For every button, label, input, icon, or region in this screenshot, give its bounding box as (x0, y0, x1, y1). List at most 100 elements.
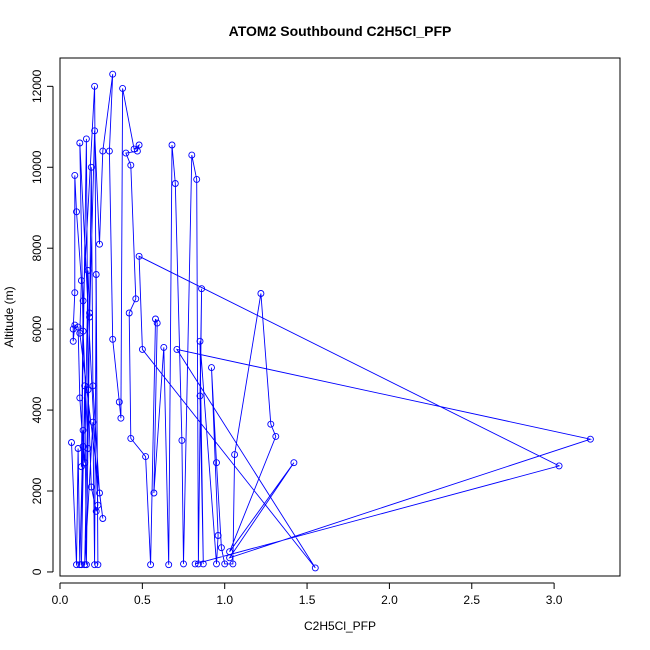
data-point (92, 507, 100, 515)
data-point (229, 560, 237, 568)
x-tick-label: 2.0 (381, 593, 398, 607)
data-point (180, 560, 187, 568)
data-point (76, 394, 84, 402)
data-point (76, 329, 84, 337)
data-point (194, 560, 202, 568)
data-point (125, 309, 133, 317)
data-point (82, 135, 90, 143)
data-point (74, 323, 82, 331)
y-axis-label: Altitude (m) (2, 286, 16, 347)
data-point (188, 151, 196, 159)
data-point (132, 295, 140, 303)
x-axis: 0.0 0.5 1.0 1.5 2.0 2.5 3.0 (52, 582, 563, 607)
y-tick-label: 8000 (30, 235, 44, 262)
data-point (73, 561, 80, 569)
data-point (178, 436, 186, 444)
data-point (94, 501, 102, 509)
data-point (86, 309, 94, 317)
data-point (198, 285, 206, 293)
data-point (257, 290, 265, 297)
data-point (142, 453, 150, 461)
data-point (77, 561, 85, 569)
data-point (165, 561, 173, 569)
data-point (99, 147, 107, 155)
data-point (311, 564, 319, 572)
y-tick-label: 6000 (30, 315, 44, 342)
data-point (127, 434, 135, 442)
data-point (193, 175, 201, 183)
chart-title: ATOM2 Southbound C2H5Cl_PFP (229, 23, 452, 39)
x-tick-label: 3.0 (546, 593, 563, 607)
y-tick-label: 4000 (30, 396, 44, 423)
data-point (217, 544, 225, 552)
data-point (84, 386, 92, 394)
data-point (213, 560, 220, 568)
data-point (122, 149, 130, 157)
data-point (272, 432, 280, 440)
data-point (92, 271, 100, 278)
data-point (109, 70, 117, 78)
y-tick-label: 0 (30, 568, 44, 575)
data-point (117, 414, 125, 422)
data-point (91, 127, 99, 135)
data-point (96, 240, 103, 248)
data-point (153, 319, 161, 327)
data-point (76, 139, 84, 147)
data-point (89, 382, 97, 390)
data-point (168, 141, 176, 149)
data-point (87, 483, 95, 491)
data-point (196, 337, 204, 345)
data-point (127, 161, 135, 169)
data-point (152, 315, 159, 323)
data-point (84, 267, 92, 274)
data-point (135, 141, 143, 149)
data-point (81, 459, 89, 467)
data-point (69, 337, 77, 345)
x-axis-label: C2H5Cl_PFP (304, 619, 376, 633)
x-tick-label: 0.0 (52, 593, 69, 607)
data-point (91, 561, 99, 569)
data-point (267, 420, 275, 428)
data-point (79, 443, 87, 450)
data-point (105, 147, 113, 155)
data-point (171, 180, 179, 187)
data-point (86, 313, 94, 321)
data-point (191, 560, 199, 568)
data-point (221, 560, 229, 568)
y-axis: 0 2000 4000 6000 8000 10000 12000 (30, 69, 54, 575)
data-point (160, 343, 168, 351)
data-point (208, 364, 215, 372)
data-point (96, 489, 103, 497)
data-point (231, 451, 239, 459)
data-point (94, 561, 102, 569)
y-tick-label: 2000 (30, 477, 44, 504)
data-point (71, 289, 79, 297)
data-point (115, 398, 123, 406)
data-point (71, 171, 79, 179)
data-point (79, 297, 87, 305)
y-tick-label: 12000 (30, 69, 44, 103)
x-tick-label: 2.5 (463, 593, 480, 607)
data-point (150, 489, 158, 497)
data-point (138, 345, 146, 353)
y-tick-label: 10000 (30, 150, 44, 184)
x-tick-label: 1.5 (299, 593, 316, 607)
data-point (214, 532, 222, 539)
data-point (135, 252, 143, 260)
data-point (586, 435, 594, 443)
data-point (226, 554, 234, 562)
x-tick-label: 0.5 (134, 593, 151, 607)
data-point (77, 277, 85, 285)
data-point (555, 462, 563, 470)
series-layer (68, 70, 594, 572)
data-point (81, 561, 89, 569)
data-point (290, 459, 298, 467)
data-point (133, 147, 141, 155)
data-point (199, 560, 207, 568)
data-point (89, 418, 97, 426)
data-point (99, 515, 107, 522)
data-point (68, 439, 75, 446)
data-point (147, 561, 155, 569)
data-point (173, 345, 181, 353)
